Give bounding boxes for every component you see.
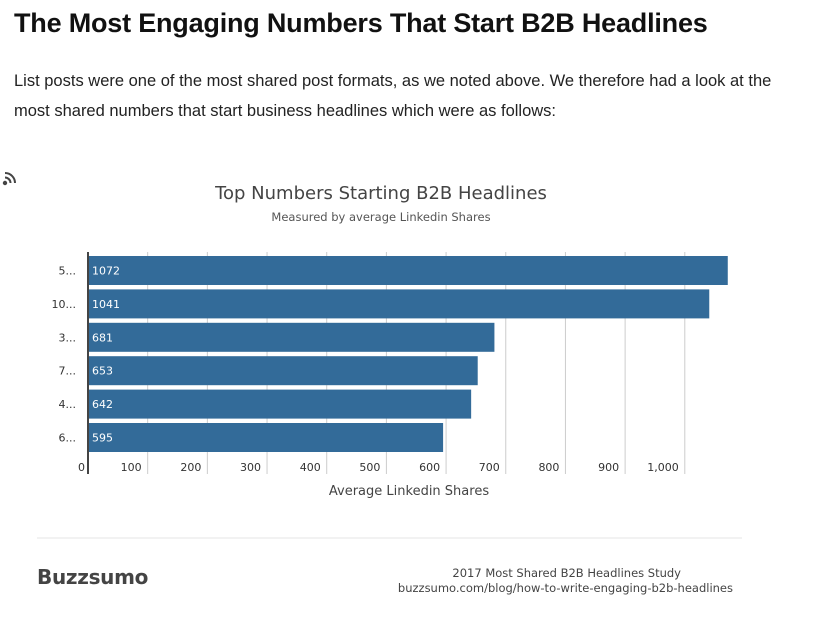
bar (88, 322, 495, 352)
page-title: The Most Engaging Numbers That Start B2B… (14, 8, 708, 38)
category-label: 5... (59, 265, 77, 278)
signal-icon (2, 172, 16, 186)
bar-value-label: 1041 (92, 298, 120, 311)
bar-value-label: 653 (92, 365, 113, 378)
category-label: 4... (59, 398, 77, 411)
bar (88, 356, 478, 386)
brand-logo: Buzzsumo (37, 565, 149, 589)
x-tick-label: 500 (359, 461, 380, 474)
x-tick-label: 100 (121, 461, 142, 474)
source-title: 2017 Most Shared B2B Headlines Study (452, 566, 681, 580)
x-tick-label: 200 (180, 461, 201, 474)
x-tick-label: 1,000 (647, 461, 679, 474)
chart-figure: Top Numbers Starting B2B Headlines Measu… (0, 170, 818, 620)
x-tick-label: 900 (598, 461, 619, 474)
bar-value-label: 1072 (92, 265, 120, 278)
bar-value-label: 642 (92, 398, 113, 411)
bar (88, 423, 444, 452)
bar (88, 256, 728, 285)
bars: 1072 1041 681 653 642 595 (88, 256, 728, 452)
category-label: 3... (59, 331, 77, 344)
category-label: 6... (59, 432, 77, 445)
x-tick-label: 400 (300, 461, 321, 474)
x-tick-label: 0 (78, 461, 85, 474)
bar-value-label: 681 (92, 331, 113, 344)
x-tick-label: 600 (419, 461, 440, 474)
x-tick-label: 700 (479, 461, 500, 474)
x-axis-title: Average Linkedin Shares (329, 484, 489, 499)
x-tick-label: 800 (538, 461, 559, 474)
bar-chart: 1072 1041 681 653 642 595 0 100 200 300 400 500 600… (37, 252, 742, 539)
source-url: buzzsumo.com/blog/how-to-write-engaging-… (397, 581, 733, 595)
axes: 0 100 200 300 400 500 600 700 800 900 1,000 5... 10.… (52, 252, 679, 499)
x-tick-label: 300 (240, 461, 261, 474)
category-label: 7... (59, 365, 77, 378)
chart-subtitle: Measured by average Linkedin Shares (271, 210, 491, 224)
bar (88, 389, 472, 419)
bar (88, 289, 710, 319)
intro-paragraph: List posts were one of the most shared p… (14, 72, 772, 120)
bar-value-label: 595 (92, 432, 113, 445)
chart-title: Top Numbers Starting B2B Headlines (215, 183, 547, 204)
category-label: 10... (52, 298, 77, 311)
